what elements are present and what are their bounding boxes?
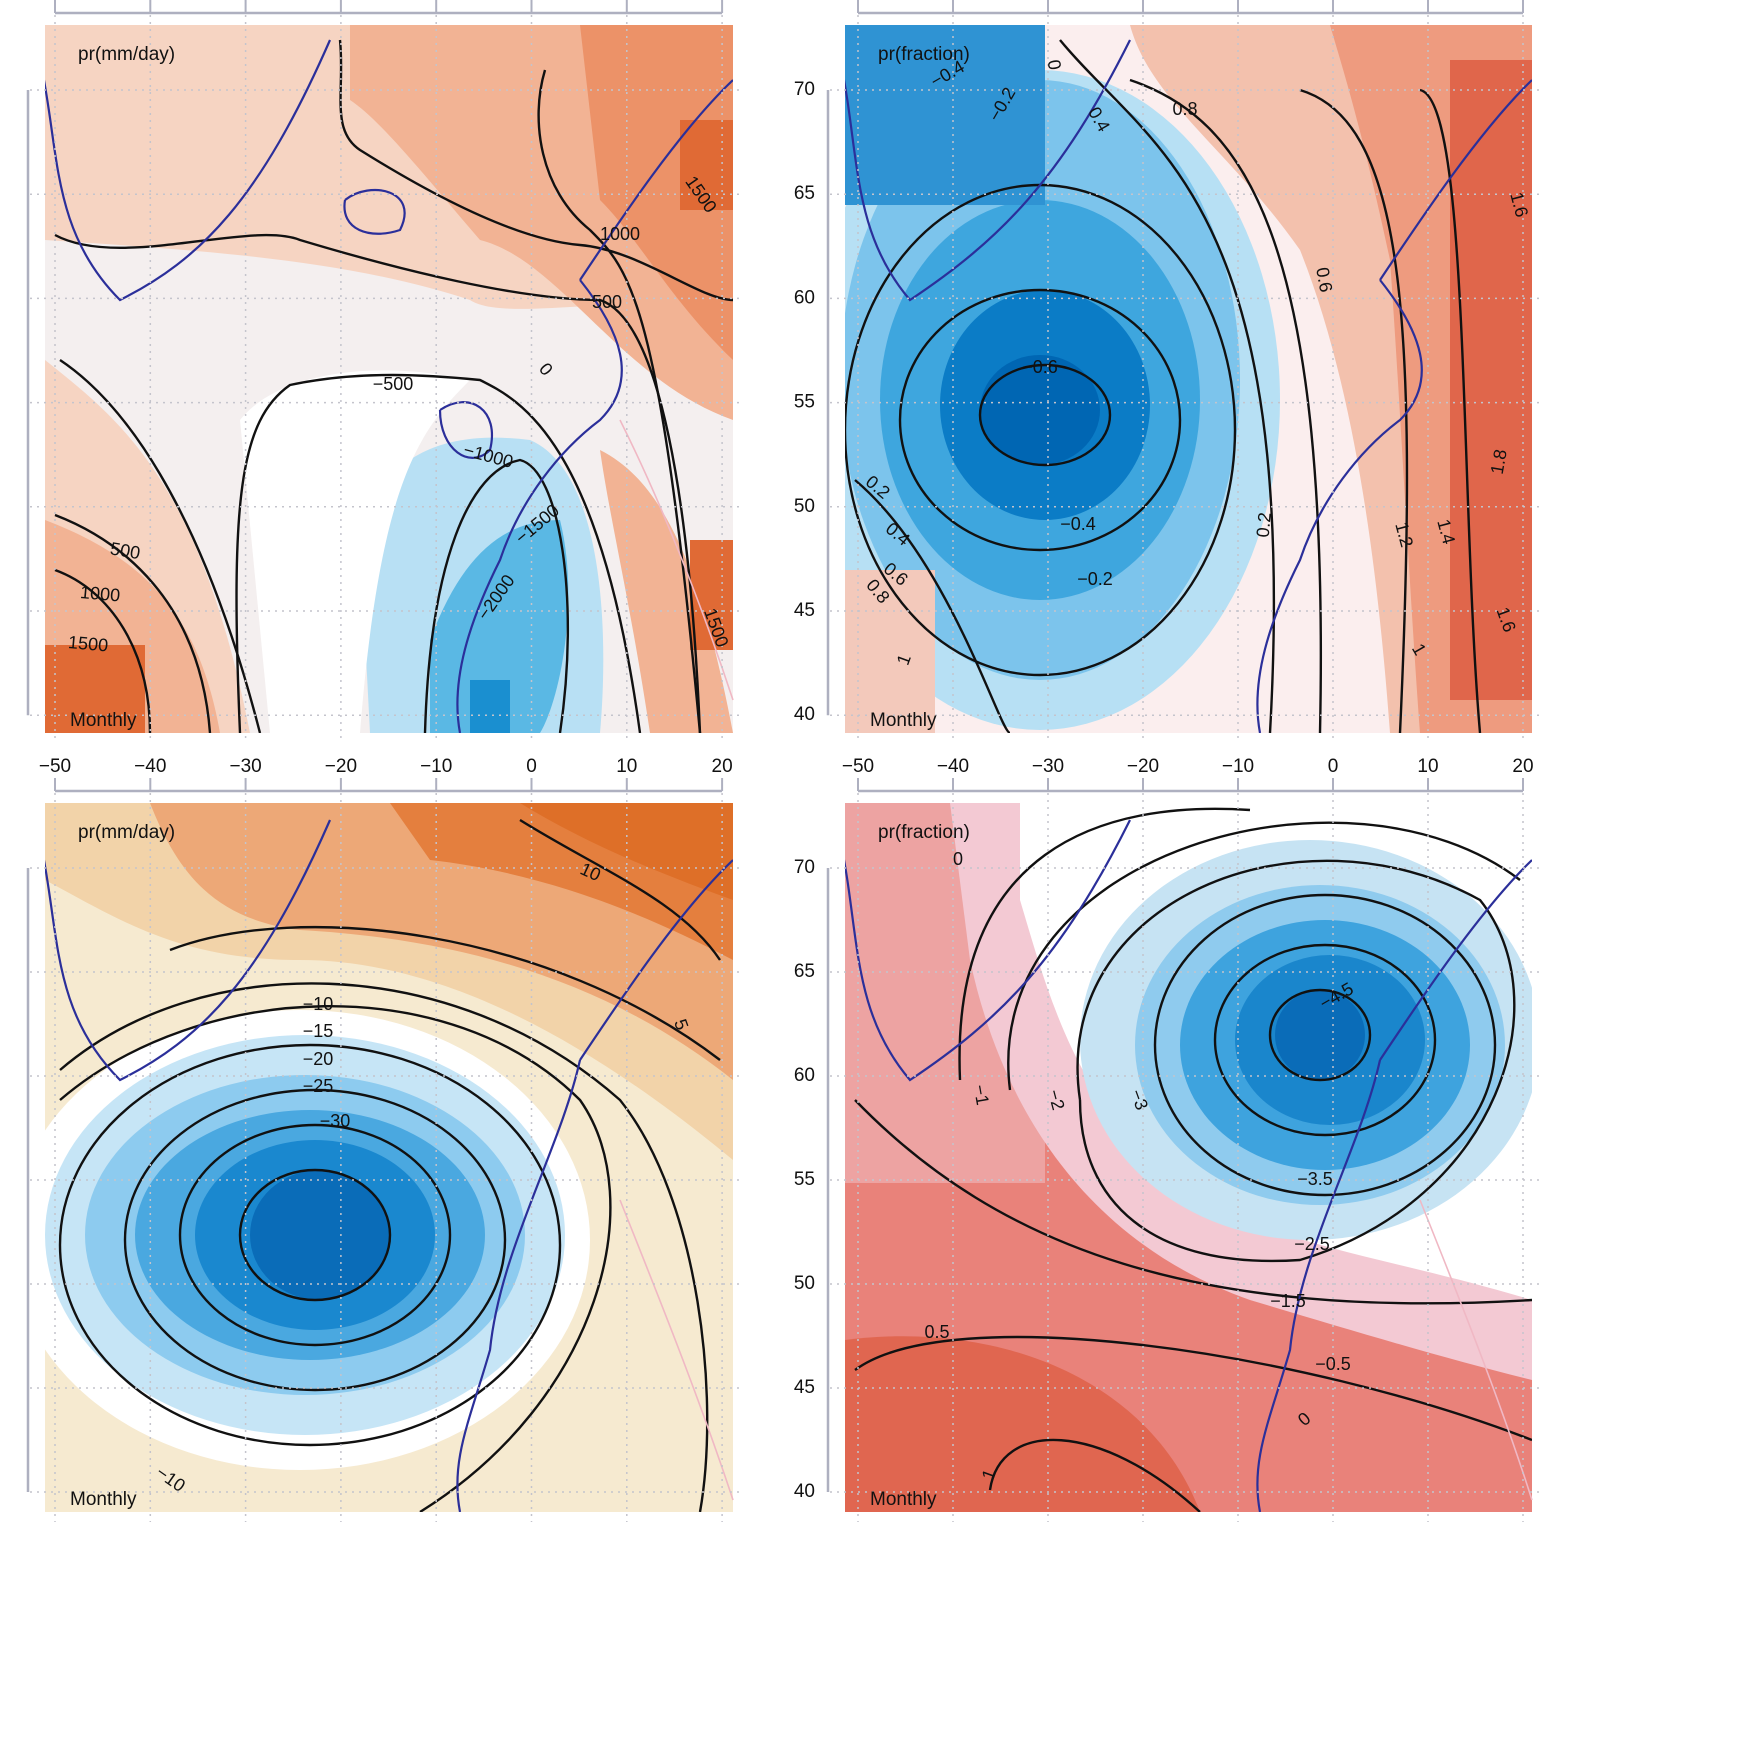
panel-label: pr(mm/day) xyxy=(78,44,175,65)
x-tick-label: −10 xyxy=(1222,756,1254,777)
contour-label-text: −20 xyxy=(303,1049,334,1069)
contour-label-text: −25 xyxy=(303,1076,334,1096)
contour-label-text: −0.6 xyxy=(1022,357,1058,377)
y-tick-label: 45 xyxy=(794,600,815,621)
contour-label-text: 1500 xyxy=(67,632,109,655)
x-tick-label: −30 xyxy=(229,756,261,777)
contour-label: 0.5 xyxy=(924,1322,949,1342)
panel-label: pr(mm/day) xyxy=(78,822,175,843)
y-tick-label: 50 xyxy=(794,496,815,517)
x-tick-label: −50 xyxy=(842,756,874,777)
x-tick-label: −10 xyxy=(420,756,452,777)
contour-label: 1000 xyxy=(79,582,121,605)
map-field xyxy=(845,803,1532,1512)
contour-label: −1 xyxy=(970,1083,993,1107)
x-tick-label: 10 xyxy=(616,756,637,777)
contour-label: 1.8 xyxy=(1487,448,1511,476)
coastlines xyxy=(45,39,1533,1512)
contour-label-text: 1.8 xyxy=(1487,448,1511,476)
panel-label: pr(fraction) xyxy=(878,44,970,65)
contour-label-text: 0.2 xyxy=(1253,512,1275,539)
contour-label: −20 xyxy=(303,1049,334,1069)
contour-label: 0.2 xyxy=(1253,512,1275,539)
contour-label: 0 xyxy=(953,849,963,869)
y-tick-label: 55 xyxy=(794,392,815,413)
y-tick-label: 45 xyxy=(794,1377,815,1398)
contour-label-text: 500 xyxy=(592,292,622,312)
panel-label: pr(fraction) xyxy=(878,822,970,843)
contour-label: 1000 xyxy=(600,224,640,244)
contour-label: −15 xyxy=(303,1021,334,1041)
contour-label: −500 xyxy=(373,374,414,394)
y-tick-label: 55 xyxy=(794,1169,815,1190)
contour-label: 0 xyxy=(1044,58,1065,71)
contour-label-text: 0.8 xyxy=(1172,99,1197,119)
contour-label-text: −30 xyxy=(320,1111,351,1131)
panel-footer: Monthly xyxy=(70,710,137,731)
x-tick-label: −30 xyxy=(1032,756,1064,777)
contour-label-text: −0.4 xyxy=(1060,514,1096,534)
contour-label: 1500 xyxy=(67,632,109,655)
map-field xyxy=(45,25,733,733)
contour-label-text: −0.5 xyxy=(1315,1354,1351,1374)
contour-label: −0.4 xyxy=(1060,514,1096,534)
x-tick-label: 0 xyxy=(526,756,537,777)
y-tick-label: 65 xyxy=(794,961,815,982)
contour-label-text: −3.5 xyxy=(1297,1169,1333,1189)
y-tick-label: 50 xyxy=(794,1273,815,1294)
y-tick-label: 40 xyxy=(794,1481,815,1502)
x-tick-label: 10 xyxy=(1417,756,1438,777)
map-field xyxy=(45,803,733,1512)
contour-label: −25 xyxy=(303,1076,334,1096)
contour-label: −30 xyxy=(320,1111,351,1131)
x-tick-label: −50 xyxy=(39,756,71,777)
contour-label: −1.5 xyxy=(1270,1291,1306,1311)
y-tick-label: 70 xyxy=(794,857,815,878)
contour-label: −10 xyxy=(303,994,334,1014)
contour-label-text: −15 xyxy=(303,1021,334,1041)
contour-label-text: 0 xyxy=(953,849,963,869)
contour-label-text: −10 xyxy=(303,994,334,1014)
contour-label-text: 1000 xyxy=(600,224,640,244)
contour-label-text: 1000 xyxy=(79,582,121,605)
contour-label: −2.5 xyxy=(1294,1234,1330,1254)
contour-label-text: 0.5 xyxy=(924,1322,949,1342)
contour-label: 0.8 xyxy=(1172,99,1197,119)
contour-label-text: −500 xyxy=(373,374,414,394)
contour-label: −0.5 xyxy=(1315,1354,1351,1374)
contour-label: −0.6 xyxy=(1022,357,1058,377)
panel-footer: Monthly xyxy=(870,1489,937,1510)
contour-lines xyxy=(54,39,1532,1512)
y-tick-label: 70 xyxy=(794,79,815,100)
contour-label-text: 0.6 xyxy=(1312,266,1336,294)
y-tick-label: 40 xyxy=(794,704,815,725)
panel-footer: Monthly xyxy=(70,1489,137,1510)
x-tick-label: −40 xyxy=(937,756,969,777)
x-tick-label: 20 xyxy=(1512,756,1533,777)
contour-label-text: −1 xyxy=(970,1083,993,1107)
y-tick-label: 65 xyxy=(794,183,815,204)
contour-label: 0.6 xyxy=(1312,266,1336,294)
y-tick-label: 60 xyxy=(794,1065,815,1086)
contour-label: −0.2 xyxy=(1077,569,1113,589)
contour-label-text: −0.2 xyxy=(1077,569,1113,589)
contour-label-text: 0 xyxy=(1044,58,1065,71)
x-tick-label: −20 xyxy=(1127,756,1159,777)
x-tick-label: −20 xyxy=(325,756,357,777)
contour-label-text: −1.5 xyxy=(1270,1291,1306,1311)
y-tick-label: 60 xyxy=(794,287,815,308)
x-tick-label: 0 xyxy=(1328,756,1339,777)
panel-footer: Monthly xyxy=(870,710,937,731)
contour-label: 500 xyxy=(592,292,622,312)
x-tick-label: −40 xyxy=(134,756,166,777)
x-tick-label: 20 xyxy=(712,756,733,777)
contour-label: −3.5 xyxy=(1297,1169,1333,1189)
contour-label-text: −2.5 xyxy=(1294,1234,1330,1254)
